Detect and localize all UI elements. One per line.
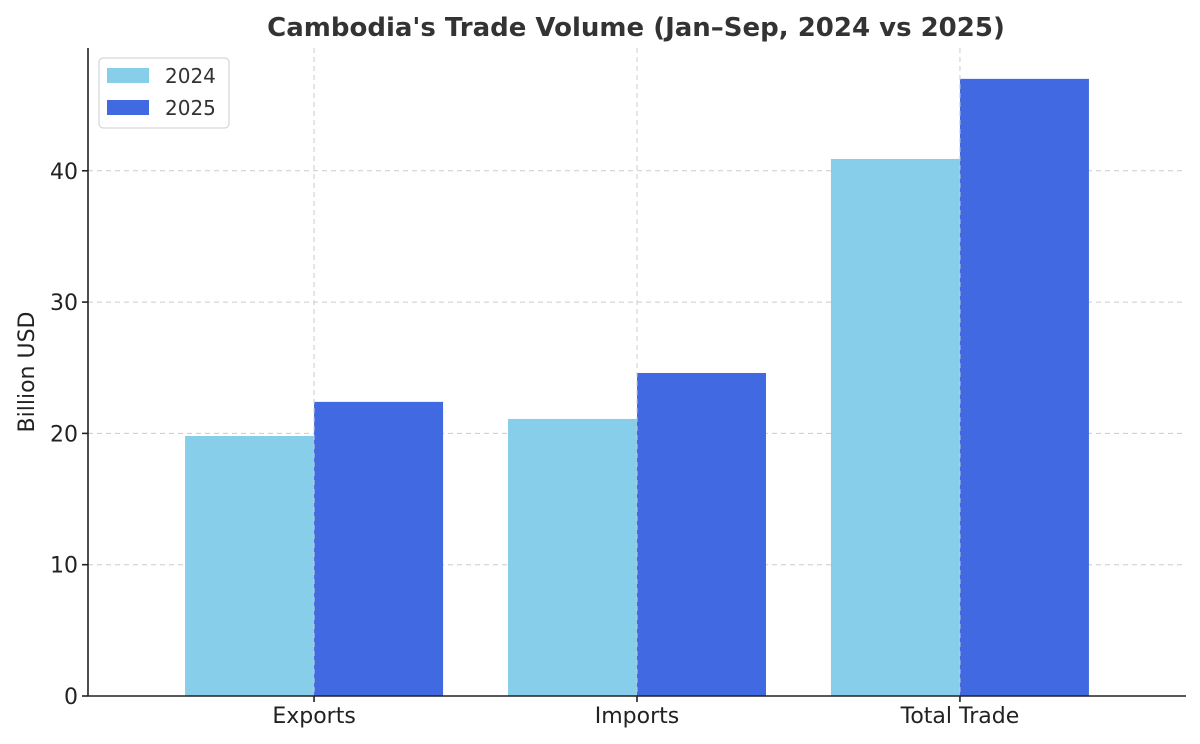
legend-swatch-2024 — [107, 68, 149, 83]
y-tick-label: 30 — [50, 291, 78, 316]
y-tick-label: 0 — [64, 685, 78, 710]
legend-label-2025: 2025 — [165, 96, 216, 120]
y-axis-label: Billion USD — [15, 312, 40, 433]
bar-2024-total-trade — [830, 158, 960, 696]
bars — [185, 78, 1089, 697]
bar-2025-exports — [314, 401, 444, 696]
chart-title: Cambodia's Trade Volume (Jan–Sep, 2024 v… — [267, 13, 1005, 43]
axes — [82, 48, 1186, 702]
y-tick-label: 10 — [50, 554, 78, 579]
y-tick-labels: 0 10 20 30 40 — [50, 160, 78, 710]
legend-label-2024: 2024 — [165, 64, 216, 88]
legend: 2024 2025 — [98, 57, 230, 129]
x-tick-label: Imports — [595, 704, 679, 729]
x-tick-label: Exports — [272, 704, 355, 729]
bar-2024-imports — [508, 418, 637, 696]
bar-2025-total-trade — [959, 78, 1089, 697]
bar-2024-exports — [185, 436, 315, 696]
y-tick-label: 20 — [50, 422, 78, 447]
y-tick-label: 40 — [50, 160, 78, 185]
x-tick-label: Total Trade — [900, 704, 1020, 729]
bar-2025-imports — [637, 372, 766, 696]
x-tick-labels: Exports Imports Total Trade — [272, 704, 1019, 729]
legend-swatch-2025 — [107, 100, 149, 115]
